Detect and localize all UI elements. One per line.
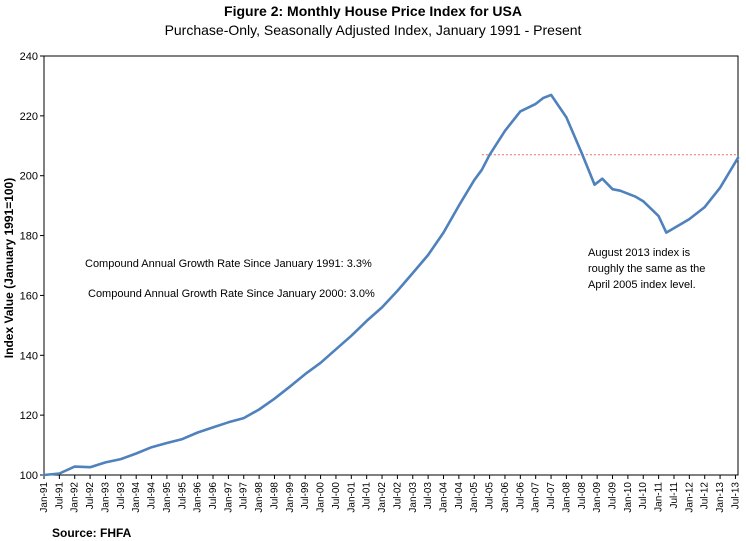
x-tick-label: Jan-96 <box>193 482 204 513</box>
x-tick-label: Jul-92 <box>85 482 96 510</box>
x-tick-label: Jan-09 <box>592 482 603 513</box>
x-tick-label: Jul-00 <box>331 482 342 510</box>
x-tick-label: Jan-10 <box>623 482 634 513</box>
annotation-aug-2013-line1: August 2013 index is <box>588 247 691 259</box>
y-tick-label: 160 <box>20 290 38 302</box>
x-tick-label: Jul-01 <box>362 482 373 510</box>
x-tick-label: Jan-99 <box>285 482 296 513</box>
x-tick-label: Jul-95 <box>177 482 188 510</box>
x-tick-label: Jul-02 <box>392 482 403 510</box>
x-tick-label: Jul-96 <box>208 482 219 510</box>
x-tick-label: Jan-02 <box>377 482 388 513</box>
x-tick-label: Jul-06 <box>515 482 526 510</box>
x-tick-label: Jul-98 <box>269 482 280 510</box>
x-tick-label: Jul-05 <box>485 482 496 510</box>
y-axis: 100 120 140 160 180 200 220 240 <box>20 51 44 482</box>
x-tick-label: Jul-91 <box>54 482 65 510</box>
x-tick-label: Jul-93 <box>116 482 127 510</box>
x-tick-label: Jan-13 <box>715 482 726 513</box>
y-tick-label: 200 <box>20 171 38 183</box>
y-axis-label: Index Value (January 1991=100) <box>2 178 16 358</box>
annotation-aug-2013-line3: April 2005 index level. <box>588 279 696 291</box>
x-tick-label: Jan-95 <box>162 482 173 513</box>
x-tick-label: Jan-01 <box>346 482 357 513</box>
x-tick-label: Jan-93 <box>100 482 111 513</box>
x-tick-label: Jul-13 <box>730 482 741 510</box>
x-tick-label: Jan-94 <box>131 482 142 513</box>
x-tick-label: Jul-07 <box>546 482 557 510</box>
plot-frame <box>43 55 739 476</box>
x-tick-label: Jan-07 <box>531 482 542 513</box>
x-tick-label: Jul-99 <box>300 482 311 510</box>
x-tick-label: Jul-10 <box>638 482 649 510</box>
annotation-cagr-2000: Compound Annual Growth Rate Since Januar… <box>88 288 375 300</box>
x-tick-label: Jul-03 <box>423 482 434 510</box>
x-tick-label: Jan-97 <box>223 482 234 513</box>
x-tick-label: Jan-12 <box>684 482 695 513</box>
x-tick-label: Jul-12 <box>700 482 711 510</box>
x-tick-label: Jan-91 <box>39 482 50 513</box>
x-tick-label: Jul-04 <box>454 482 465 510</box>
chart-title: Figure 2: Monthly House Price Index for … <box>224 3 522 19</box>
y-tick-label: 220 <box>20 111 38 123</box>
y-tick-label: 120 <box>20 410 38 422</box>
x-tick-label: Jul-94 <box>147 482 158 510</box>
series-line <box>42 93 740 477</box>
source-note: Source: FHFA <box>52 526 132 540</box>
x-tick-label: Jul-09 <box>608 482 619 510</box>
x-tick-label: Jan-98 <box>254 482 265 513</box>
annotation-cagr-1991: Compound Annual Growth Rate Since Januar… <box>85 258 372 270</box>
x-tick-label: Jan-08 <box>561 482 572 513</box>
x-tick-label: Jul-11 <box>669 482 680 509</box>
y-tick-label: 180 <box>20 231 38 243</box>
x-tick-label: Jan-11 <box>654 482 665 512</box>
x-tick-label: Jan-92 <box>70 482 81 513</box>
x-tick-label: Jan-05 <box>469 482 480 513</box>
x-tick-label: Jul-08 <box>577 482 588 510</box>
x-tick-label: Jan-00 <box>316 482 327 513</box>
x-tick-label: Jan-04 <box>438 482 449 513</box>
y-tick-label: 240 <box>20 51 38 63</box>
x-axis: Jan-91 Jul-91 Jan-92 Jul-92 Jan-93 Jul-93 Jan-… <box>39 475 741 513</box>
annotation-aug-2013-line2: roughly the same as the <box>588 263 705 275</box>
plot-area <box>43 55 739 476</box>
y-tick-label: 140 <box>20 350 38 362</box>
x-tick-label: Jul-97 <box>239 482 250 510</box>
chart-subtitle: Purchase-Only, Seasonally Adjusted Index… <box>164 22 582 38</box>
y-tick-label: 100 <box>20 470 38 482</box>
x-tick-label: Jan-03 <box>408 482 419 513</box>
x-tick-label: Jan-06 <box>500 482 511 513</box>
